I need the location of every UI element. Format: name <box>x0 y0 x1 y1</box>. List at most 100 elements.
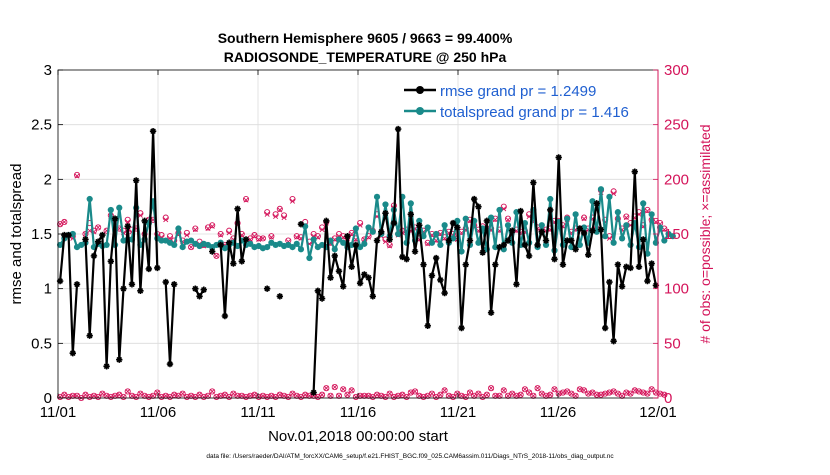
obs-low-assimilated-marker <box>281 393 287 399</box>
x-tick-label: 12/01 <box>639 404 677 421</box>
obs-low-assimilated-marker <box>209 388 215 394</box>
spread-point <box>597 186 605 193</box>
obs-low-assimilated-marker <box>488 385 494 391</box>
rmse-point <box>589 227 596 234</box>
spread-point <box>57 241 64 249</box>
obs-low-assimilated-marker <box>640 390 646 396</box>
obs-low-assimilated-marker <box>70 393 76 399</box>
spread-point <box>462 215 469 222</box>
obs-possible-marker <box>268 233 275 240</box>
rmse-point <box>162 278 169 286</box>
rmse-point <box>99 231 106 239</box>
obs-low-assimilated-marker <box>661 392 667 398</box>
spread-point <box>542 241 550 249</box>
rmse-point <box>606 278 613 286</box>
obs-low-assimilated-marker <box>442 387 448 393</box>
obs-low-assimilated-marker <box>581 387 587 393</box>
chart-title-line2: RADIOSONDE_TEMPERATURE @ 250 hPa <box>224 49 507 65</box>
obs-low-assimilated-marker <box>446 393 452 399</box>
obs-assimilated-marker <box>256 236 262 242</box>
obs-possible-marker <box>73 171 81 179</box>
rmse-point <box>61 231 68 239</box>
rmse-point <box>344 232 351 240</box>
obs-low-assimilated-marker <box>99 391 105 397</box>
rmse-point <box>437 276 444 284</box>
rmse-point <box>94 238 102 245</box>
rmse-point <box>458 324 465 332</box>
obs-low-possible-marker <box>386 390 393 397</box>
obs-possible-marker <box>276 205 283 212</box>
obs-low-assimilated-marker <box>142 393 148 399</box>
obs-possible-marker <box>209 222 216 229</box>
obs-low-assimilated-marker <box>251 392 257 398</box>
legend: rmse grand pr = 1.2499 totalspread grand… <box>404 83 629 121</box>
obs-low-assimilated-marker <box>560 390 566 396</box>
obs-low-assimilated-marker <box>653 390 659 396</box>
spread-point <box>576 241 583 249</box>
obs-assimilated-marker <box>137 212 143 218</box>
obs-low-assimilated-marker <box>644 391 650 397</box>
rmse-point <box>576 225 584 232</box>
obs-low-possible-marker <box>534 385 541 392</box>
obs-assimilated-marker <box>273 213 279 220</box>
rmse-point <box>403 255 410 263</box>
rmse-point <box>192 285 199 292</box>
spread-point <box>623 222 630 229</box>
obs-low-assimilated-marker <box>636 388 642 394</box>
obs-low-assimilated-marker <box>116 392 122 398</box>
obs-assimilated-marker <box>294 234 300 240</box>
obs-low-assimilated-marker <box>551 386 557 392</box>
obs-low-assimilated-marker <box>619 393 625 399</box>
rmse-point <box>432 254 440 262</box>
rmse-point <box>466 237 474 244</box>
obs-low-assimilated-marker <box>387 391 393 397</box>
obs-low-assimilated-marker <box>505 393 511 399</box>
obs-low-possible-marker <box>331 384 338 391</box>
obs-low-assimilated-marker <box>492 393 498 399</box>
obs-low-assimilated-marker <box>530 393 536 399</box>
obs-low-assimilated-marker <box>137 391 143 397</box>
obs-assimilated-marker <box>243 197 249 203</box>
spread-point <box>441 222 448 229</box>
obs-low-assimilated-marker <box>484 392 490 398</box>
rmse-point <box>352 241 360 249</box>
obs-low-possible-marker <box>488 385 495 392</box>
rmse-point <box>132 177 140 184</box>
rmse-point <box>568 237 575 244</box>
obs-low-assimilated-marker <box>154 390 160 396</box>
rmse-point <box>310 389 317 396</box>
obs-low-assimilated-marker <box>539 391 545 397</box>
rmse-point <box>517 207 524 215</box>
obs-assimilated-marker <box>260 235 266 241</box>
y-axis-left: 0 0.5 1 1.5 2 2.5 3 <box>31 62 63 407</box>
spread-point <box>264 244 271 251</box>
obs-possible-marker <box>251 232 258 239</box>
obs-assimilated-marker <box>213 253 219 259</box>
obs-low-assimilated-marker <box>302 392 308 398</box>
obs-low-assimilated-marker <box>171 392 177 398</box>
rmse-point <box>86 332 93 339</box>
series-rmse <box>56 125 660 396</box>
obs-low-assimilated-marker <box>175 393 181 399</box>
obs-low-assimilated-marker <box>589 390 596 396</box>
spread-point <box>369 228 376 235</box>
rmse-point <box>648 260 655 267</box>
obs-low-assimilated-marker <box>611 388 617 394</box>
obs-assimilated-marker <box>125 219 131 225</box>
obs-assimilated-marker <box>653 219 659 225</box>
rmse-point <box>500 241 507 249</box>
rmse-point <box>200 286 207 293</box>
rmse-point <box>483 217 491 225</box>
obs-possible-marker <box>188 244 195 251</box>
rmse-point <box>356 280 364 287</box>
obs-low-possible-marker <box>340 386 347 393</box>
obs-low-assimilated-marker <box>374 392 380 398</box>
rmse-point <box>196 293 203 300</box>
spread-point <box>496 206 503 214</box>
obs-low-assimilated-marker <box>357 393 363 399</box>
spread-point <box>310 236 317 243</box>
spread-point <box>606 193 613 200</box>
rmse-point <box>623 263 630 270</box>
y-tick-label-right: 250 <box>664 117 689 134</box>
obs-assimilated-marker <box>184 232 190 238</box>
